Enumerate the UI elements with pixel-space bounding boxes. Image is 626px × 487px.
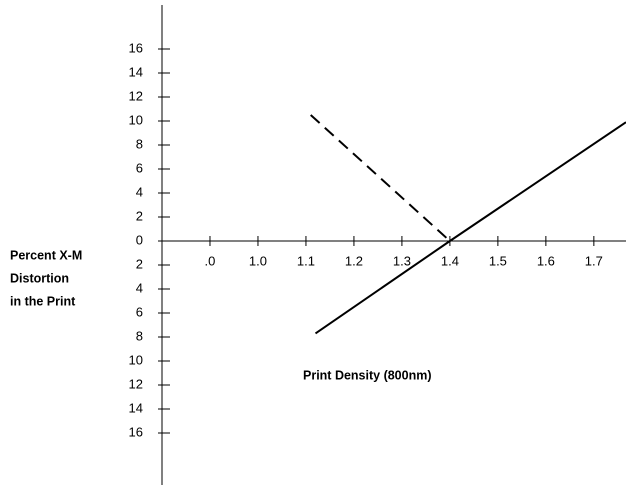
y-tick-label: 14 xyxy=(129,400,143,415)
y-tick-label: 4 xyxy=(136,184,143,199)
y-tick-label: 16 xyxy=(129,40,143,55)
y-tick-label: 2 xyxy=(136,208,143,223)
y-tick-label: 8 xyxy=(136,328,143,343)
x-tick-label: 1.6 xyxy=(537,253,555,268)
y-tick-label: 14 xyxy=(129,64,143,79)
x-tick-label: 1.0 xyxy=(249,253,267,268)
y-tick-label: 12 xyxy=(129,88,143,103)
y-tick-label: 10 xyxy=(129,352,143,367)
y-tick-label: 6 xyxy=(136,304,143,319)
y-axis-label: Distortion xyxy=(10,271,69,285)
y-tick-label: 8 xyxy=(136,136,143,151)
x-tick-label: 1.5 xyxy=(489,253,507,268)
y-tick-label: 16 xyxy=(129,424,143,439)
y-tick-label: 6 xyxy=(136,160,143,175)
y-tick-label: 0 xyxy=(136,232,143,247)
x-tick-label: 1.1 xyxy=(297,253,315,268)
y-tick-label: 12 xyxy=(129,376,143,391)
data-line xyxy=(310,114,451,242)
x-tick-label: 1.3 xyxy=(393,253,411,268)
y-axis-label: Percent X-M xyxy=(10,248,82,262)
x-tick-label: .0 xyxy=(205,253,216,268)
x-tick-label: 1.4 xyxy=(441,253,459,268)
x-axis-label: Print Density (800nm) xyxy=(303,368,432,382)
data-line xyxy=(314,121,626,335)
x-tick-label: 1.2 xyxy=(345,253,363,268)
y-tick-label: 4 xyxy=(136,280,143,295)
x-tick-label: 1.7 xyxy=(585,253,603,268)
y-tick-label: 2 xyxy=(136,256,143,271)
y-axis-label: in the Print xyxy=(10,294,76,308)
y-tick-label: 10 xyxy=(129,112,143,127)
